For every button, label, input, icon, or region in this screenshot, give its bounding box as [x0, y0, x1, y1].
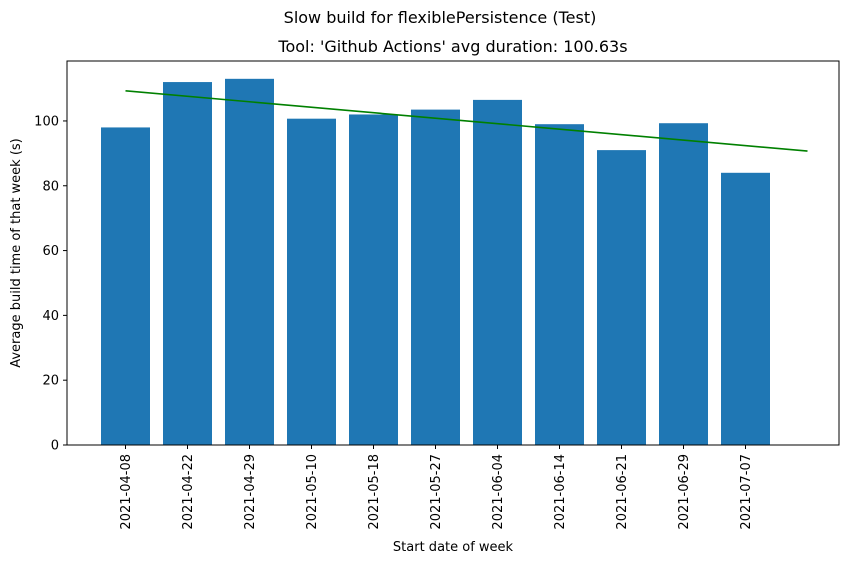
y-axis: 0 20 40 60 80 100 [34, 114, 67, 454]
x-tick-label: 2021-05-27 [429, 454, 444, 530]
x-tick-label: 2021-06-04 [491, 454, 506, 530]
plot-frame [66, 60, 840, 446]
trend-group [125, 90, 808, 152]
bar-2021-06-04 [473, 99, 522, 445]
y-tick-label: 20 [42, 374, 59, 389]
x-tick-label: 2021-04-29 [243, 454, 258, 530]
y-axis-label: Average build time of that week (s) [9, 138, 24, 368]
y-tick-label: 60 [42, 244, 59, 259]
x-tick-label: 2021-04-22 [181, 454, 196, 530]
x-tick-label: 2021-04-08 [119, 454, 134, 530]
bar-2021-06-14 [535, 124, 584, 445]
y-tick-label: 100 [34, 114, 59, 129]
x-axis: 2021-04-08 2021-04-22 2021-04-29 2021-05-10… [119, 445, 754, 530]
bar-2021-05-10 [287, 118, 336, 445]
bar-2021-05-18 [349, 114, 398, 445]
bar-2021-04-08 [101, 127, 150, 445]
bar-2021-06-21 [597, 150, 646, 445]
bar-2021-04-22 [163, 82, 212, 445]
x-axis-label: Start date of week [393, 540, 514, 555]
y-tick-label: 40 [42, 309, 59, 324]
x-tick-label: 2021-05-10 [305, 454, 320, 530]
bars-group [101, 78, 770, 446]
chart-suptitle: Slow build for flexiblePersistence (Test… [284, 8, 597, 27]
bar-2021-04-29 [225, 78, 274, 445]
trend-line [125, 90, 808, 152]
x-tick-label: 2021-07-07 [739, 454, 754, 530]
x-tick-label: 2021-06-14 [553, 454, 568, 530]
bar-2021-06-29 [659, 123, 708, 446]
bar-2021-07-07 [721, 172, 770, 445]
chart-title: Tool: 'Github Actions' avg duration: 100… [277, 37, 627, 56]
y-tick-label: 80 [42, 179, 59, 194]
x-tick-label: 2021-06-29 [677, 454, 692, 530]
bar-2021-05-27 [411, 109, 460, 445]
y-tick-label: 0 [51, 439, 59, 454]
x-tick-label: 2021-06-21 [615, 454, 630, 530]
x-tick-label: 2021-05-18 [367, 454, 382, 530]
